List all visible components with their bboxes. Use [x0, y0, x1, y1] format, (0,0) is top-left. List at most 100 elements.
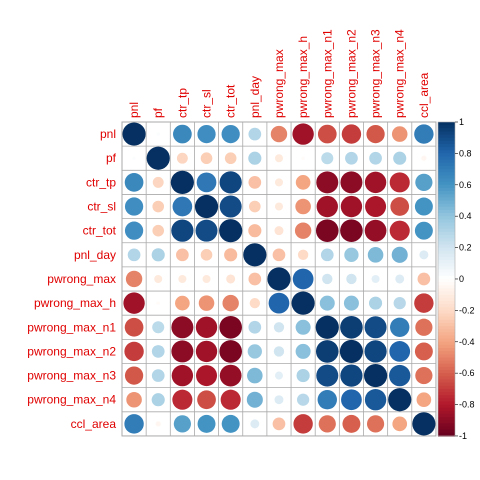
correlation-circle: [417, 272, 431, 286]
correlation-circle: [171, 364, 194, 387]
correlation-circle: [194, 194, 219, 219]
correlation-circle: [173, 415, 191, 433]
correlation-circle: [414, 197, 433, 216]
colorbar-segment: [438, 385, 455, 390]
colorbar-segment: [438, 294, 455, 299]
correlation-circle: [221, 124, 240, 144]
colorbar-tick-label: 1: [459, 117, 464, 127]
correlation-circle: [297, 249, 309, 261]
colorbar-segment: [438, 213, 455, 217]
correlation-circle: [371, 274, 380, 283]
correlation-circle: [369, 151, 382, 165]
correlation-circle: [171, 316, 194, 339]
colorbar-segment: [438, 382, 455, 387]
colorbar-segment: [438, 417, 455, 421]
correlation-circle: [249, 297, 261, 309]
correlation-circle: [274, 154, 283, 163]
colorbar-segment: [438, 329, 455, 333]
correlation-circle: [389, 172, 410, 193]
correlation-circle: [414, 342, 433, 361]
column-label: ctr_tot: [224, 84, 238, 118]
column-label: pwrong_max_n2: [344, 29, 358, 118]
correlation-circle: [364, 171, 387, 194]
correlation-circle: [124, 341, 144, 362]
colorbar-tick-label: 0.8: [459, 148, 472, 158]
colorbar-tick-label: 0.4: [459, 211, 472, 221]
colorbar-segment: [438, 432, 455, 437]
correlation-circle: [415, 366, 433, 385]
correlation-circle: [296, 369, 310, 383]
correlation-circle: [248, 151, 262, 165]
correlation-circle: [267, 267, 291, 291]
column-label: ctr_sl: [200, 89, 214, 118]
colorbar-segment: [438, 143, 455, 148]
colorbar-segment: [438, 376, 455, 381]
correlation-circle: [200, 152, 213, 165]
colorbar-segment: [438, 159, 455, 164]
colorbar-segment: [438, 197, 455, 202]
correlation-circle: [316, 171, 339, 194]
colorbar-segment: [438, 313, 455, 318]
correlation-circle: [292, 123, 314, 145]
colorbar-segment: [438, 241, 455, 246]
row-label: pnl_day: [74, 248, 116, 262]
row-label: pwrong_max_n2: [27, 344, 116, 358]
colorbar-segment: [438, 401, 455, 406]
correlation-circle: [175, 295, 190, 311]
colorbar-segment: [438, 338, 455, 343]
colorbar-tick-label: -0.6: [459, 368, 475, 378]
correlation-circle: [124, 414, 144, 434]
correlation-circle: [152, 176, 164, 188]
colorbar-segment: [438, 225, 455, 230]
colorbar-segment: [438, 322, 455, 327]
colorbar-segment: [438, 426, 455, 431]
colorbar-segment: [438, 165, 455, 170]
colorbar-segment: [438, 366, 455, 371]
correlation-circle: [415, 173, 433, 191]
correlation-circle: [391, 126, 408, 142]
correlation-circle: [151, 248, 165, 262]
colorbar-tick-label: 0.2: [459, 243, 472, 253]
row-labels: pnl pf ctr_tp ctr_sl ctr_tot pnl_day pwrong_ma…: [27, 127, 116, 431]
correlation-circle: [392, 416, 408, 432]
correlation-circle: [219, 195, 242, 218]
correlation-circle: [146, 146, 170, 170]
correlation-circle: [391, 246, 408, 263]
colorbar-segment: [438, 348, 455, 352]
row-label: pwrong_max_n1: [27, 320, 116, 334]
correlation-circle: [178, 274, 187, 283]
correlation-circle: [274, 202, 283, 211]
colorbar-segment: [438, 310, 455, 315]
correlation-circle: [219, 340, 242, 363]
correlation-circle: [247, 367, 263, 384]
correlation-circle: [196, 365, 218, 387]
colorbar-segment: [438, 235, 455, 239]
correlation-circle: [268, 292, 290, 314]
correlation-circles: [122, 122, 436, 436]
colorbar-segment: [438, 134, 455, 139]
correlation-circle: [389, 364, 411, 387]
colorbar-segment: [438, 363, 455, 368]
correlation-circle: [339, 339, 364, 364]
correlation-circle: [273, 346, 285, 357]
correlation-circle: [197, 390, 216, 410]
colorbar-segment: [438, 300, 455, 305]
colorbar-segment: [438, 203, 455, 208]
correlation-circle: [274, 371, 283, 380]
colorbar-segment: [438, 388, 455, 393]
colorbar-segment: [438, 156, 455, 161]
correlation-circle: [127, 248, 141, 262]
correlation-circle: [156, 132, 160, 136]
column-label: pwrong_max_n3: [369, 29, 383, 118]
correlation-circle: [247, 344, 262, 359]
correlation-circle: [219, 171, 242, 194]
correlation-circle: [171, 340, 194, 363]
colorbar-segment: [438, 131, 455, 136]
correlation-circle: [412, 412, 436, 436]
correlation-circle: [363, 363, 388, 388]
correlation-circle: [419, 250, 429, 260]
correlation-circle: [122, 122, 146, 146]
correlation-circle: [219, 219, 243, 243]
row-label: pwrong_max: [47, 272, 116, 286]
